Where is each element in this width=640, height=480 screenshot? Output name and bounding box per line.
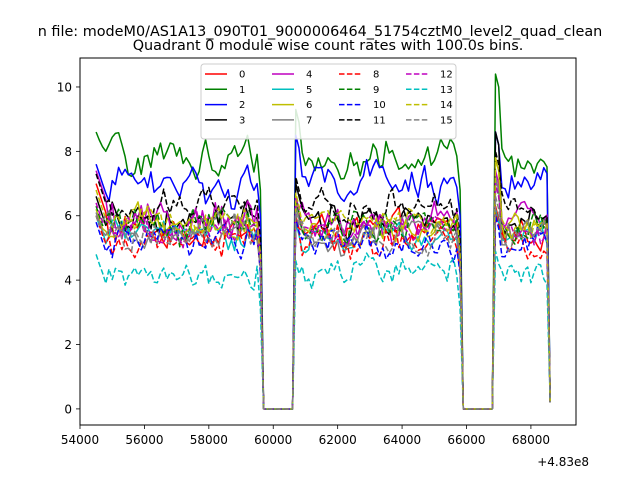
legend-box <box>200 63 457 140</box>
series-line-14 <box>95 157 551 410</box>
y-tick-label: 10 <box>57 80 72 94</box>
x-tick-label: 56000 <box>125 433 163 447</box>
legend-label-8: 8 <box>373 70 379 81</box>
y-tick-label: 2 <box>64 338 72 352</box>
legend-label-1: 1 <box>239 85 245 96</box>
x-offset-label: +4.83e8 <box>537 455 589 469</box>
legend-label-15: 15 <box>440 115 453 126</box>
series-line-2 <box>95 131 551 410</box>
legend-label-10: 10 <box>373 100 386 111</box>
legend-label-11: 11 <box>373 115 386 126</box>
y-tick-label: 6 <box>64 209 72 223</box>
y-axis: 0 2 4 6 8 10 <box>57 80 80 416</box>
legend-label-5: 5 <box>306 85 312 96</box>
series-layer <box>95 73 551 410</box>
figure-suptitle: n file: modeM0/AS1A13_090T01_9000006464_… <box>38 24 603 40</box>
legend-label-6: 6 <box>306 100 312 111</box>
legend-label-13: 13 <box>440 85 453 96</box>
legend-label-12: 12 <box>440 70 453 81</box>
x-tick-label: 58000 <box>190 433 228 447</box>
x-tick-label: 66000 <box>447 433 485 447</box>
legend-label-4: 4 <box>306 70 312 81</box>
y-tick-label: 0 <box>64 402 72 416</box>
chart-title: Quadrant 0 module wise count rates with … <box>133 38 524 54</box>
x-tick-label: 60000 <box>254 433 292 447</box>
x-axis: 54000 56000 58000 60000 62000 64000 66000 68000 <box>61 425 550 447</box>
x-tick-label: 68000 <box>512 433 550 447</box>
y-tick-label: 8 <box>64 145 72 159</box>
legend-label-7: 7 <box>306 115 312 126</box>
series-line-13 <box>95 250 551 410</box>
series-line-12 <box>95 182 551 410</box>
x-tick-label: 64000 <box>383 433 421 447</box>
series-line-8 <box>95 211 551 410</box>
y-tick-label: 4 <box>64 274 72 288</box>
series-line-11 <box>95 150 551 410</box>
x-tick-label: 62000 <box>319 433 357 447</box>
x-tick-label: 54000 <box>61 433 99 447</box>
legend-label-0: 0 <box>239 70 245 81</box>
plot-frame <box>79 57 577 426</box>
series-line-4 <box>95 169 551 410</box>
legend-label-3: 3 <box>239 115 245 126</box>
series-line-0 <box>95 183 551 410</box>
legend-label-2: 2 <box>239 100 245 111</box>
legend-label-9: 9 <box>373 85 379 96</box>
legend-label-14: 14 <box>440 100 453 111</box>
